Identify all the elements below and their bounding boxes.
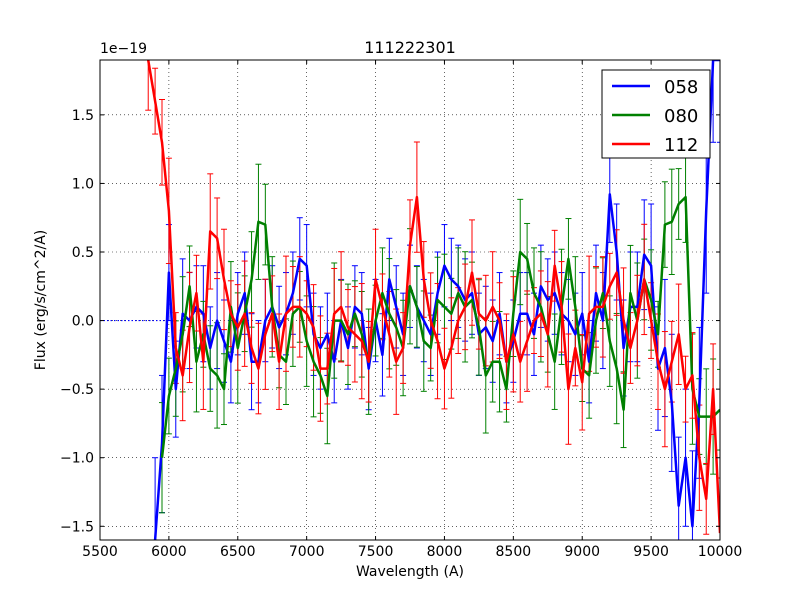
legend: 058 080 112 — [601, 69, 711, 159]
y-tick-label: 1.5 — [72, 108, 94, 124]
y-offset-label: 1e−19 — [100, 41, 147, 57]
axis-ticks: 5500 6000 6500 7000 7500 8000 8500 9000 9500 1000… — [60, 60, 742, 560]
legend-label-058: 058 — [664, 77, 698, 98]
x-tick-label: 5500 — [82, 544, 118, 560]
y-tick-label: −0.5 — [60, 382, 94, 398]
x-axis-label: Wavelength (A) — [356, 564, 464, 580]
series-lines — [146, 60, 720, 540]
y-tick-label: 1.0 — [72, 176, 94, 192]
chart-title: 111222301 — [364, 38, 456, 57]
y-axis-label: Flux (erg/s/cm^2/A) — [33, 230, 49, 370]
series-line-080 — [160, 195, 720, 458]
x-tick-label: 8000 — [427, 544, 463, 560]
y-tick-label: 0.0 — [72, 314, 94, 330]
x-tick-label: 6000 — [151, 544, 187, 560]
series-line-112 — [146, 60, 720, 534]
x-tick-label: 7000 — [289, 544, 325, 560]
legend-label-112: 112 — [664, 135, 698, 156]
x-tick-label: 7500 — [358, 544, 394, 560]
x-tick-label: 9000 — [564, 544, 600, 560]
y-tick-label: −1.0 — [60, 451, 94, 467]
x-tick-label: 8500 — [496, 544, 532, 560]
y-tick-label: 0.5 — [72, 245, 94, 261]
legend-label-080: 080 — [664, 106, 698, 127]
y-tick-label: −1.5 — [60, 519, 94, 535]
x-tick-label: 6500 — [220, 544, 256, 560]
x-tick-label: 9500 — [633, 544, 669, 560]
x-tick-label: 10000 — [698, 544, 743, 560]
plot-frame — [99, 59, 721, 541]
